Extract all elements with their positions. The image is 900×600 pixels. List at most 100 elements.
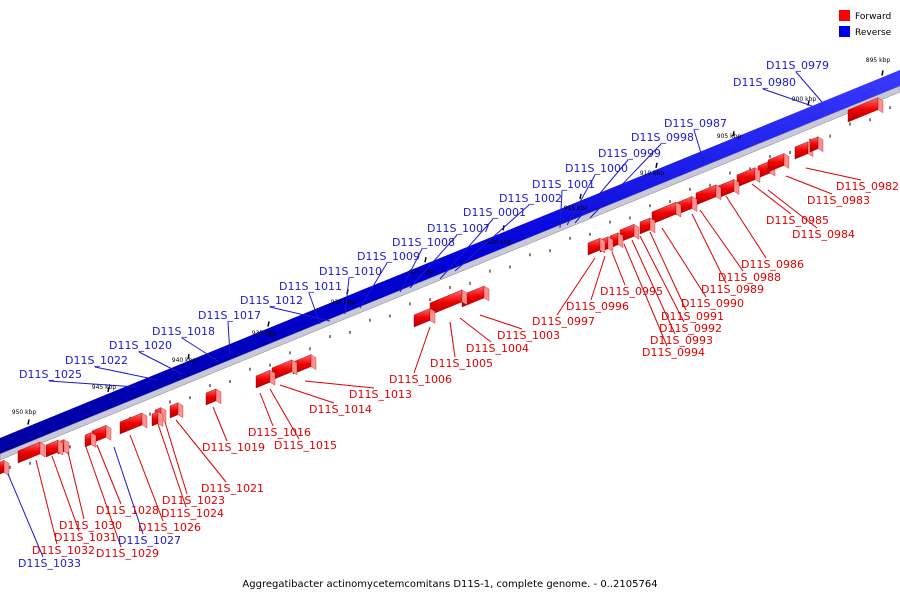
forward-gene-block-edge <box>783 153 790 169</box>
forward-gene-block-edge <box>215 388 222 405</box>
forward-gene-block <box>587 237 601 256</box>
gene-label[interactable]: D11S_1003 <box>497 329 560 342</box>
tick-mark <box>732 131 735 137</box>
label-connector <box>639 235 685 323</box>
gene-label[interactable]: D11S_0995 <box>600 285 663 298</box>
gene-label[interactable]: D11S_1004 <box>466 342 529 355</box>
gene-label[interactable]: D11S_0988 <box>718 271 781 284</box>
gene-label[interactable]: D11S_0999 <box>598 147 661 160</box>
tick-mark <box>27 419 30 425</box>
forward-gene-block-edge <box>754 167 761 183</box>
gene-label[interactable]: D11S_0994 <box>642 346 705 359</box>
label-connector <box>454 204 530 272</box>
label-connector <box>699 209 744 272</box>
forward-gene-block-edge <box>691 196 698 212</box>
gene-label[interactable]: D11S_0983 <box>807 194 870 207</box>
gene-label[interactable]: D11S_0986 <box>741 258 804 271</box>
label-connector <box>661 227 707 298</box>
label-connector <box>164 421 188 495</box>
gene-label[interactable]: D11S_1018 <box>152 325 215 338</box>
forward-gene-block <box>84 432 92 448</box>
gene-label[interactable]: D11S_1032 <box>32 544 95 557</box>
label-connector <box>269 388 300 440</box>
genome-band <box>0 70 900 461</box>
gene-label[interactable]: D11S_0991 <box>661 310 724 323</box>
forward-gene-block <box>809 136 819 153</box>
gene-label[interactable]: D11S_1013 <box>349 388 412 401</box>
label-connector <box>631 239 676 335</box>
tick-mark <box>424 257 427 263</box>
gene-label[interactable]: D11S_1014 <box>309 403 372 416</box>
label-connector <box>691 213 727 284</box>
gene-label[interactable]: D11S_1005 <box>430 357 493 370</box>
gene-label[interactable]: D11S_1006 <box>389 373 452 386</box>
gene-label[interactable]: D11S_1025 <box>19 368 82 381</box>
label-connector <box>409 234 458 289</box>
gene-label[interactable]: D11S_0997 <box>532 315 595 328</box>
gene-label[interactable]: D11S_1000 <box>565 162 628 175</box>
gene-label[interactable]: D11S_0979 <box>766 59 829 72</box>
label-connector <box>138 351 183 375</box>
gene-label[interactable]: D11S_1024 <box>161 507 224 520</box>
label-connector <box>157 423 187 508</box>
forward-gene-block-edge <box>599 237 606 254</box>
forward-gene-block-edge <box>429 308 436 324</box>
legend-reverse-swatch <box>839 26 850 37</box>
forward-gene-block-edge <box>607 236 614 252</box>
gene-label[interactable]: D11S_0984 <box>792 228 855 241</box>
forward-gene-block <box>255 369 271 389</box>
gene-label[interactable]: D11S_0996 <box>566 300 629 313</box>
gene-label[interactable]: D11S_1020 <box>109 339 172 352</box>
gene-label[interactable]: D11S_1011 <box>279 280 342 293</box>
label-connector <box>279 384 335 404</box>
gene-label[interactable]: D11S_1019 <box>202 441 265 454</box>
gene-label[interactable]: D11S_1033 <box>18 557 81 570</box>
gene-label[interactable]: D11S_1010 <box>319 265 382 278</box>
gene-label[interactable]: D11S_1028 <box>96 504 159 517</box>
gene-label[interactable]: D11S_1021 <box>201 482 264 495</box>
gene-label[interactable]: D11S_1001 <box>532 178 595 191</box>
legend: Forward Reverse <box>839 10 892 38</box>
gene-label[interactable]: D11S_1023 <box>162 494 225 507</box>
gene-label[interactable]: D11S_1008 <box>392 236 455 249</box>
label-connector <box>113 446 144 535</box>
tick-mark <box>655 162 658 168</box>
forward-gene-block-edge <box>269 369 276 386</box>
label-connector <box>785 175 833 195</box>
gene-label[interactable]: D11S_0989 <box>701 283 764 296</box>
tick-label: 940 kbp <box>172 357 197 364</box>
gene-label[interactable]: D11S_0001 <box>463 206 526 219</box>
gene-label[interactable]: D11S_1007 <box>427 222 490 235</box>
gene-label[interactable]: D11S_1030 <box>59 519 122 532</box>
gene-label[interactable]: D11S_0982 <box>836 180 899 193</box>
legend-forward-swatch <box>839 10 850 21</box>
forward-gene-block-edge <box>310 354 317 370</box>
gene-label[interactable]: D11S_1009 <box>357 250 420 263</box>
gene-label[interactable]: D11S_1031 <box>54 531 117 544</box>
gene-label[interactable]: D11S_0985 <box>766 214 829 227</box>
forward-gene-block-edge <box>291 359 298 376</box>
gene-label[interactable]: D11S_1022 <box>65 354 128 367</box>
forward-gene-block <box>0 460 5 475</box>
gene-label[interactable]: D11S_0980 <box>733 76 796 89</box>
gene-label[interactable]: D11S_1012 <box>240 294 303 307</box>
gene-label[interactable]: D11S_1016 <box>248 426 311 439</box>
gene-label[interactable]: D11S_1029 <box>96 547 159 560</box>
gene-label[interactable]: D11S_0990 <box>681 297 744 310</box>
gene-label[interactable]: D11S_0987 <box>664 117 727 130</box>
gene-label[interactable]: D11S_1017 <box>198 309 261 322</box>
gene-label[interactable]: D11S_1026 <box>138 521 201 534</box>
gene-label[interactable]: D11S_1027 <box>118 534 181 547</box>
label-connector <box>767 189 818 229</box>
gene-label[interactable]: D11S_1002 <box>499 192 562 205</box>
forward-gene-block-edge <box>633 223 640 240</box>
gene-label[interactable]: D11S_1015 <box>274 439 337 452</box>
label-connector <box>212 406 228 442</box>
forward-gene-block-edge <box>57 439 64 456</box>
gene-label[interactable]: D11S_0998 <box>631 131 694 144</box>
label-connector <box>559 190 563 229</box>
label-connector <box>304 380 375 389</box>
gene-label[interactable]: D11S_0993 <box>650 334 713 347</box>
gene-label[interactable]: D11S_0992 <box>659 322 722 335</box>
